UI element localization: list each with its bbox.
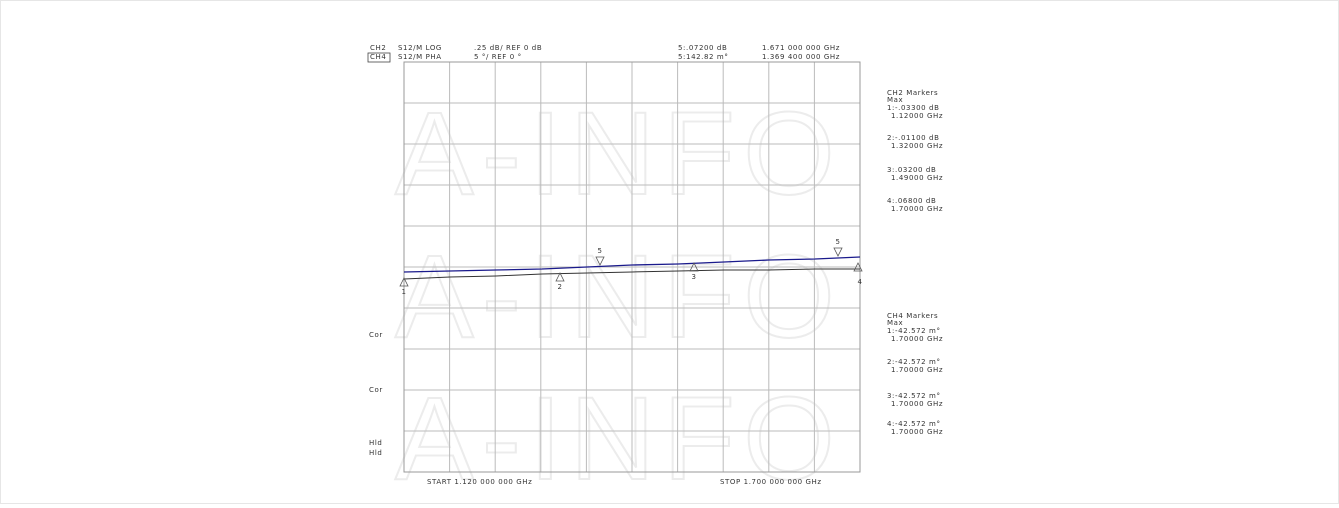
start-freq: START 1.120 000 000 GHz bbox=[427, 478, 532, 486]
active-channel-box bbox=[367, 52, 391, 63]
marker-label: 1 bbox=[401, 288, 406, 296]
watermark: A-INFO bbox=[395, 88, 843, 220]
panel-mode: Max bbox=[887, 319, 903, 327]
header-field: S12/M PHA bbox=[398, 53, 442, 61]
side-label: Hld bbox=[369, 449, 382, 457]
watermark: A-INFO bbox=[395, 373, 843, 504]
marker-readout: 3:-42.572 m° bbox=[887, 392, 941, 400]
trace-ch2 bbox=[403, 256, 861, 273]
marker-readout: 2:-42.572 m° bbox=[887, 358, 941, 366]
marker-readout: 1.32000 GHz bbox=[891, 142, 943, 150]
side-label: Cor bbox=[369, 386, 383, 394]
marker-readout: 1.49000 GHz bbox=[891, 174, 943, 182]
marker-readout: 2:-.01100 dB bbox=[887, 134, 940, 142]
marker-label: 5 bbox=[597, 247, 602, 255]
side-label: Cor bbox=[369, 331, 383, 339]
marker-label: 3 bbox=[691, 273, 696, 281]
marker-readout: 4:-42.572 m° bbox=[887, 420, 941, 428]
marker-readout: 1.70000 GHz bbox=[891, 205, 943, 213]
marker-readout: 1:-.03300 dB bbox=[887, 104, 940, 112]
side-label: Hld bbox=[369, 439, 382, 447]
marker-readout: 1.70000 GHz bbox=[891, 400, 943, 408]
marker-readout: 4:.06800 dB bbox=[887, 197, 936, 205]
marker-label: 2 bbox=[557, 283, 562, 291]
marker-symbols bbox=[399, 247, 863, 287]
header-field: 1.671 000 000 GHz bbox=[762, 44, 840, 52]
header-field: S12/M LOG bbox=[398, 44, 442, 52]
header-field: .25 dB/ REF 0 dB bbox=[474, 44, 542, 52]
panel-title: CH2 Markers bbox=[887, 89, 938, 97]
marker-readout: 1.70000 GHz bbox=[891, 335, 943, 343]
header-field: 5:.07200 dB bbox=[678, 44, 727, 52]
header-field: CH4 bbox=[370, 53, 386, 61]
marker-readout: 3:.03200 dB bbox=[887, 166, 936, 174]
trace-ch4 bbox=[403, 268, 860, 280]
marker-readout: 1.70000 GHz bbox=[891, 428, 943, 436]
header-field: 1.369 400 000 GHz bbox=[762, 53, 840, 61]
header-field: 5 °/ REF 0 ° bbox=[474, 53, 522, 61]
watermark: A-INFO bbox=[395, 231, 843, 363]
marker-readout: 1:-42.572 m° bbox=[887, 327, 941, 335]
header-field: CH2 bbox=[370, 44, 386, 52]
panel-title: CH4 Markers bbox=[887, 312, 938, 320]
marker-readout: 1.12000 GHz bbox=[891, 112, 943, 120]
marker-label: 4 bbox=[857, 278, 862, 286]
panel-mode: Max bbox=[887, 96, 903, 104]
marker-readout: 1.70000 GHz bbox=[891, 366, 943, 374]
header-field: 5:142.82 m° bbox=[678, 53, 728, 61]
marker-label: 5 bbox=[835, 238, 840, 246]
header: CH2 S12/M LOG .25 dB/ REF 0 dB 5:.07200 dB 1… bbox=[370, 44, 840, 61]
stop-freq: STOP 1.700 000 000 GHz bbox=[720, 478, 822, 486]
